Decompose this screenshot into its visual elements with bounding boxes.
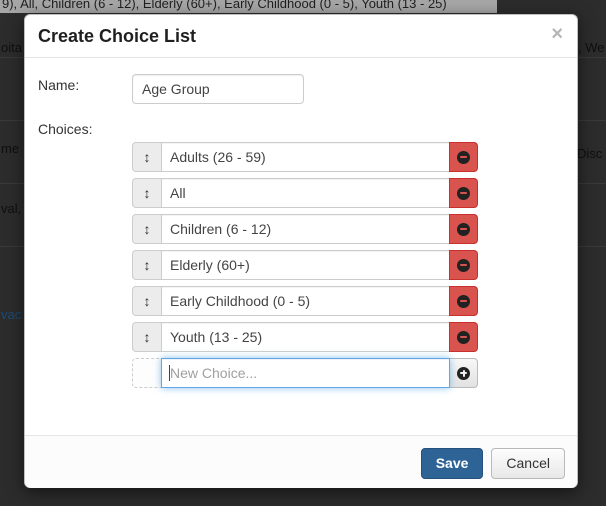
name-input[interactable] xyxy=(132,74,304,104)
choice-input[interactable] xyxy=(161,250,450,280)
remove-choice-button[interactable] xyxy=(449,178,478,208)
create-choice-list-dialog: Create Choice List × Name: Choices: ↕ ↕ … xyxy=(24,14,578,488)
new-choice-drag-placeholder xyxy=(132,358,162,388)
dialog-footer: Save Cancel xyxy=(25,435,577,488)
remove-choice-button[interactable] xyxy=(449,142,478,172)
choice-input[interactable] xyxy=(161,178,450,208)
drag-handle-icon[interactable]: ↕ xyxy=(132,322,162,352)
minus-circle-icon xyxy=(457,330,470,344)
background-text-fragment: Disc xyxy=(577,146,603,161)
minus-circle-icon xyxy=(457,222,470,236)
remove-choice-button[interactable] xyxy=(449,322,478,352)
close-icon[interactable]: × xyxy=(551,23,563,45)
minus-circle-icon xyxy=(457,186,470,200)
dialog-header: Create Choice List × xyxy=(25,15,577,58)
minus-circle-icon xyxy=(457,150,470,164)
choice-input[interactable] xyxy=(161,214,450,244)
choice-row: ↕ xyxy=(132,322,478,352)
background-text-fragment: me xyxy=(1,141,20,156)
choice-row: ↕ xyxy=(132,286,478,316)
choice-row: ↕ xyxy=(132,214,478,244)
plus-circle-icon xyxy=(457,366,470,380)
drag-handle-icon[interactable]: ↕ xyxy=(132,178,162,208)
background-text-fragment: vac xyxy=(1,307,22,322)
choice-input[interactable] xyxy=(161,142,450,172)
drag-handle-icon[interactable]: ↕ xyxy=(132,214,162,244)
background-text-fragment: , We xyxy=(578,40,605,55)
drag-handle-icon[interactable]: ↕ xyxy=(132,286,162,316)
choice-row: ↕ xyxy=(132,178,478,208)
background-choices-preview: 9), All, Children (6 - 12), Elderly (60+… xyxy=(0,0,497,13)
choice-row: ↕ xyxy=(132,250,478,280)
minus-circle-icon xyxy=(457,258,470,272)
new-choice-input[interactable] xyxy=(161,358,450,388)
choices-label: Choices: xyxy=(38,121,93,137)
background-choices-preview-text: 9), All, Children (6 - 12), Elderly (60+… xyxy=(2,0,447,11)
drag-handle-icon[interactable]: ↕ xyxy=(132,142,162,172)
choice-input[interactable] xyxy=(161,286,450,316)
drag-handle-icon[interactable]: ↕ xyxy=(132,250,162,280)
choice-list: ↕ ↕ ↕ ↕ ↕ ↕ xyxy=(132,142,478,394)
name-label: Name: xyxy=(38,77,80,93)
dialog-title: Create Choice List xyxy=(38,26,197,46)
save-button[interactable]: Save xyxy=(420,448,484,479)
choice-row: ↕ xyxy=(132,142,478,172)
minus-circle-icon xyxy=(457,294,470,308)
remove-choice-button[interactable] xyxy=(449,286,478,316)
new-choice-row xyxy=(132,358,478,388)
text-cursor xyxy=(169,365,170,381)
add-choice-button[interactable] xyxy=(449,358,478,388)
choice-input[interactable] xyxy=(161,322,450,352)
remove-choice-button[interactable] xyxy=(449,214,478,244)
background-text-fragment: oita xyxy=(1,40,22,55)
cancel-button[interactable]: Cancel xyxy=(491,448,565,479)
background-text-fragment: val, xyxy=(1,201,22,216)
remove-choice-button[interactable] xyxy=(449,250,478,280)
